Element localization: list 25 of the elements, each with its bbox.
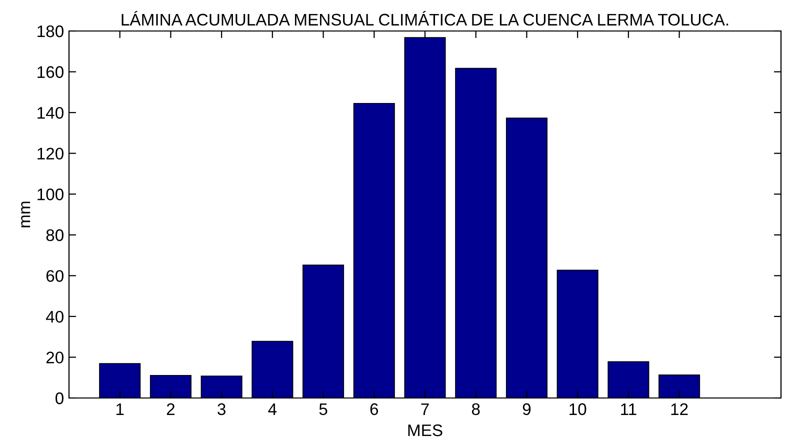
x-tick-label: 5 (319, 403, 328, 416)
y-tick-label: 80 (46, 229, 64, 242)
x-tick-label: 12 (671, 403, 688, 415)
y-tick-label: 60 (46, 270, 64, 282)
y-tick-label: 40 (46, 310, 64, 323)
y-tick-label: 180 (38, 25, 64, 38)
y-tick-label: 0 (56, 392, 64, 404)
x-axis-title: MES (408, 424, 442, 436)
x-tick-label: 1 (116, 403, 124, 415)
x-tick-label: 2 (166, 403, 175, 415)
x-tick-label: 3 (218, 403, 226, 416)
y-tick-label: 160 (38, 66, 64, 78)
x-tick-label: 9 (522, 403, 531, 416)
x-tick-label: 8 (472, 403, 480, 416)
y-tick-label: 100 (38, 188, 64, 200)
x-tick-label: 4 (268, 403, 277, 415)
x-tick-label: 10 (570, 403, 586, 416)
x-tick-label: 6 (370, 403, 378, 416)
y-tick-label: 20 (46, 352, 64, 364)
y-axis-title: mm (21, 202, 30, 228)
y-tick-label: 120 (38, 148, 64, 160)
y-tick-label: 140 (38, 106, 64, 119)
x-tick-label: 11 (621, 403, 636, 415)
x-tick-label: 7 (421, 403, 429, 415)
chart-title: LÁMINA ACUMULADA MENSUAL CLIMÁTICA DE LA CUENCA LERMA TOLUCA. (122, 10, 728, 26)
